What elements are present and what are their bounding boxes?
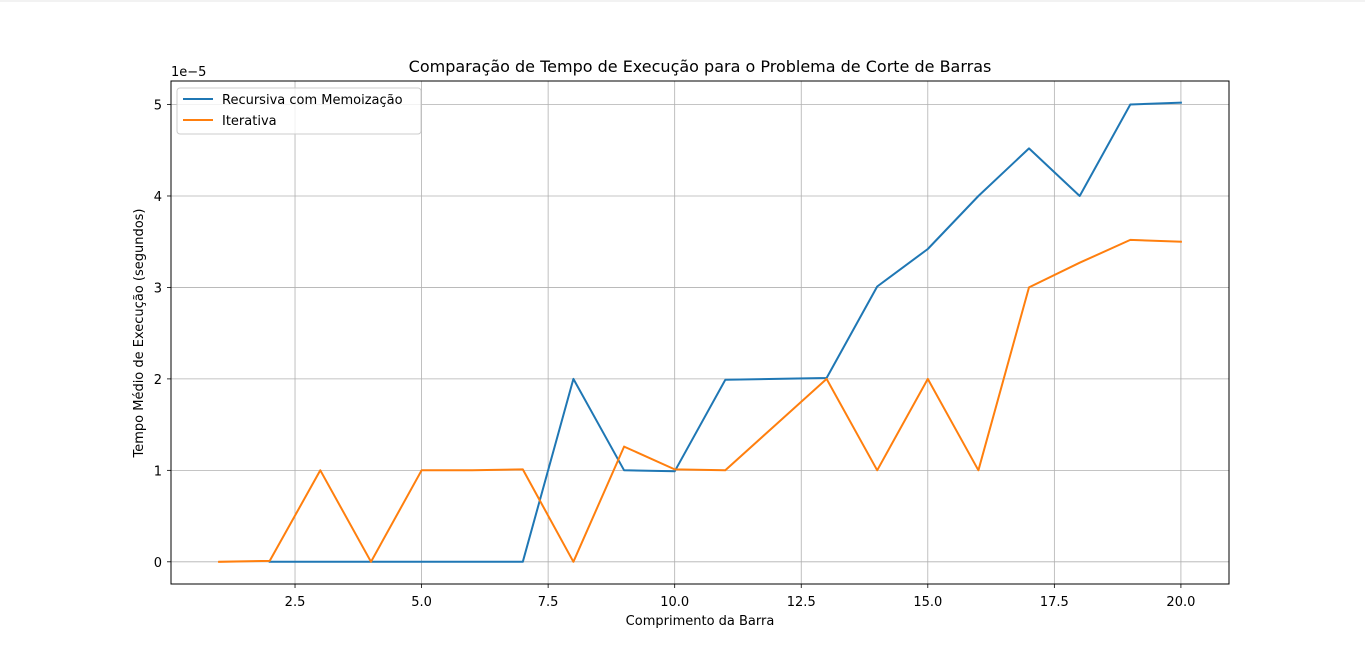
x-tick-label: 7.5 <box>538 595 559 610</box>
legend-box <box>176 87 422 135</box>
series-line-recursiva <box>268 101 1182 563</box>
x-axis-ticks: 2.5 5.0 7.5 10.0 12.5 15.0 17.5 20.0 <box>285 584 1195 610</box>
x-tick-label: 20.0 <box>1166 595 1195 610</box>
y-tick-label: 2 <box>154 373 162 388</box>
y-axis-label: Tempo Médio de Execução (segundos) <box>132 209 147 459</box>
window-top-strip <box>0 0 1365 2</box>
x-axis-label: Comprimento da Barra <box>626 614 775 629</box>
legend: Recursiva com Memoização Iterativa <box>176 87 422 135</box>
x-tick-label: 17.5 <box>1040 595 1069 610</box>
x-tick-label: 5.0 <box>411 595 432 610</box>
y-tick-label: 5 <box>154 99 162 114</box>
y-tick-label: 3 <box>154 281 162 296</box>
x-tick-label: 12.5 <box>787 595 816 610</box>
legend-label-recursiva: Recursiva com Memoização <box>222 93 403 108</box>
y-tick-label: 0 <box>154 556 162 571</box>
y-axis-ticks: 0 1 2 3 4 5 <box>154 99 171 571</box>
x-tick-label: 10.0 <box>660 595 689 610</box>
y-tick-label: 4 <box>154 190 162 205</box>
x-tick-label: 15.0 <box>913 595 942 610</box>
grid-lines <box>171 81 1229 584</box>
plot-frame <box>170 80 1230 585</box>
chart-title: Comparação de Tempo de Execução para o P… <box>409 57 992 76</box>
data-series <box>218 101 1182 563</box>
x-tick-label: 2.5 <box>285 595 306 610</box>
series-line-iterativa <box>218 238 1182 563</box>
y-tick-label: 1 <box>154 464 162 479</box>
y-offset-label: 1e−5 <box>171 65 206 80</box>
legend-label-iterativa: Iterativa <box>222 114 277 129</box>
